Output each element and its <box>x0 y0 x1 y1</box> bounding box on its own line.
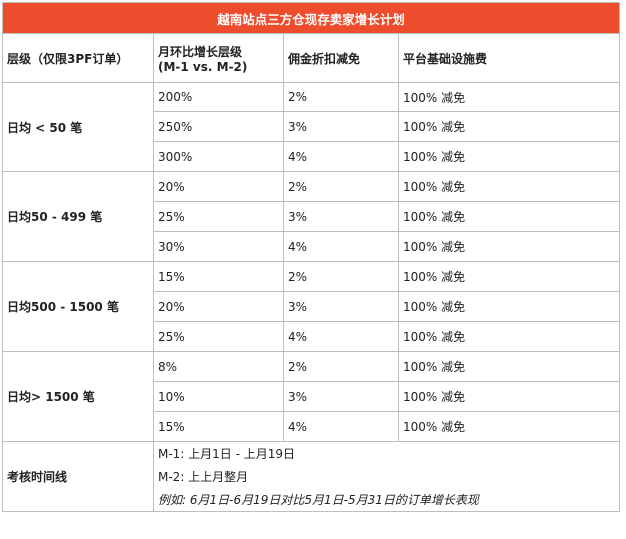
growth-cell: 200% <box>153 82 284 112</box>
growth-cell: 15% <box>153 261 284 292</box>
tier-label: 日均500 - 1500 笔 <box>2 261 154 352</box>
fee-cell: 100% 减免 <box>397 231 621 262</box>
commission-cell: 2% <box>283 351 399 382</box>
header-platform-fee: 平台基础设施费 <box>397 33 621 83</box>
commission-cell: 2% <box>283 171 399 202</box>
fee-cell: 100% 减免 <box>397 141 621 172</box>
timeline-row: 考核时间线 M-1: 上月1日 - 上月19日 <box>2 441 621 512</box>
growth-cell: 20% <box>153 171 284 202</box>
commission-cell: 3% <box>283 291 399 322</box>
table-row: 10% 3% 100% 减免 <box>3 381 621 412</box>
fee-cell: 100% 减免 <box>397 82 621 112</box>
fee-cell: 100% 减免 <box>397 411 621 442</box>
table-row: 250% 3% 100% 减免 <box>3 111 621 142</box>
table-row: 25% 3% 100% 减免 <box>3 201 621 232</box>
commission-cell: 2% <box>283 261 399 292</box>
timeline-example: 例如: 6月1日-6月19日对比5月1日-5月31日的订单增长表现 <box>152 488 621 512</box>
table-row: 日均> 1500 笔 8% 2% 100% 减免 <box>2 351 621 442</box>
table-row: 日均50 - 499 笔 20% 2% 100% 减免 <box>2 171 621 262</box>
growth-cell: 20% <box>153 291 284 322</box>
fee-cell: 100% 减免 <box>397 381 621 412</box>
fee-cell: 100% 减免 <box>397 171 621 202</box>
growth-cell: 8% <box>153 351 284 382</box>
header-commission: 佣金折扣减免 <box>283 33 399 83</box>
commission-cell: 3% <box>283 381 399 412</box>
commission-cell: 4% <box>283 231 399 262</box>
header-growth-line1: 月环比增长层级 <box>158 44 243 59</box>
growth-cell: 10% <box>153 381 284 412</box>
growth-plan-table-container: 越南站点三方仓现存卖家增长计划 层级（仅限3PF订单） 月环比增长层级 (M-1… <box>1 2 621 512</box>
table-row: 日均500 - 1500 笔 15% 2% 100% 减免 <box>2 261 621 352</box>
commission-cell: 3% <box>283 201 399 232</box>
tier-label: 日均> 1500 笔 <box>2 351 154 442</box>
growth-cell: 30% <box>153 231 284 262</box>
growth-cell: 15% <box>153 411 284 442</box>
fee-cell: 100% 减免 <box>397 321 621 352</box>
commission-cell: 4% <box>283 141 399 172</box>
header-tier: 层级（仅限3PF订单） <box>2 33 154 83</box>
table-row: 300% 4% 100% 减免 <box>3 141 621 172</box>
header-growth-line2: (M-1 vs. M-2) <box>158 59 248 74</box>
header-row: 层级（仅限3PF订单） 月环比增长层级 (M-1 vs. M-2) 佣金折扣减免… <box>2 33 621 83</box>
fee-cell: 100% 减免 <box>397 291 621 322</box>
table-title: 越南站点三方仓现存卖家增长计划 <box>1 2 621 34</box>
timeline-label: 考核时间线 <box>2 441 154 512</box>
fee-cell: 100% 减免 <box>397 201 621 232</box>
header-growth: 月环比增长层级 (M-1 vs. M-2) <box>153 33 284 83</box>
growth-cell: 300% <box>153 141 284 172</box>
growth-cell: 25% <box>153 321 284 352</box>
growth-cell: 250% <box>153 111 284 142</box>
fee-cell: 100% 减免 <box>397 351 621 382</box>
timeline-row: M-2: 上上月整月 <box>3 465 621 488</box>
table-row: 日均 < 50 笔 200% 2% 100% 减免 <box>2 82 621 172</box>
fee-cell: 100% 减免 <box>397 111 621 142</box>
table-row: 15% 4% 100% 减免 <box>3 411 621 442</box>
table-row: 20% 3% 100% 减免 <box>3 291 621 322</box>
tier-label: 日均50 - 499 笔 <box>2 171 154 262</box>
growth-cell: 25% <box>153 201 284 232</box>
table-row: 30% 4% 100% 减免 <box>3 231 621 262</box>
growth-plan-table: 越南站点三方仓现存卖家增长计划 层级（仅限3PF订单） 月环比增长层级 (M-1… <box>1 2 621 512</box>
table-row: 25% 4% 100% 减免 <box>3 321 621 352</box>
tier-label: 日均 < 50 笔 <box>2 82 154 172</box>
timeline-row: 例如: 6月1日-6月19日对比5月1日-5月31日的订单增长表现 <box>3 488 621 512</box>
commission-cell: 4% <box>283 321 399 352</box>
fee-cell: 100% 减免 <box>397 261 621 292</box>
commission-cell: 3% <box>283 111 399 142</box>
commission-cell: 4% <box>283 411 399 442</box>
commission-cell: 2% <box>283 82 399 112</box>
timeline-line2: M-2: 上上月整月 <box>152 465 621 488</box>
timeline-line1: M-1: 上月1日 - 上月19日 <box>152 441 621 465</box>
